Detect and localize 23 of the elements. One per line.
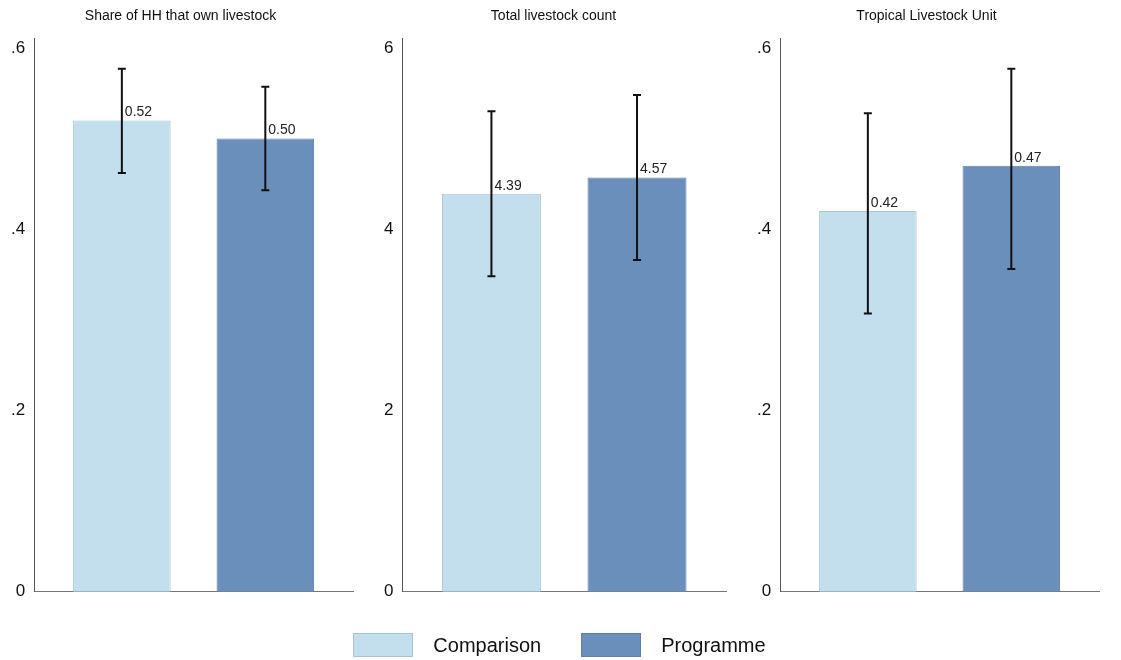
y-tick-label: .6 <box>10 37 26 57</box>
y-tick-label: .6 <box>756 37 772 57</box>
data-label: 0.52 <box>124 103 153 120</box>
legend-label: Programme <box>661 633 766 657</box>
data-label: 4.39 <box>494 176 522 193</box>
chart-title: Total livestock count <box>490 7 617 24</box>
data-label: 0.47 <box>1014 148 1042 165</box>
y-tick-label: 4 <box>383 218 394 238</box>
y-tick-label: 0 <box>761 581 772 601</box>
y-tick-label: .4 <box>756 218 772 238</box>
data-label: 0.50 <box>268 121 296 138</box>
y-tick-label: 0 <box>15 581 26 601</box>
chart-title: Tropical Livestock Unit <box>856 7 997 24</box>
data-label: 0.42 <box>870 193 899 210</box>
y-tick-label: 0 <box>383 581 394 601</box>
chart-title: Share of HH that own livestock <box>84 7 278 24</box>
y-tick-label: .2 <box>756 400 772 420</box>
y-tick-label: 2 <box>383 400 394 420</box>
y-tick-label: .2 <box>10 400 26 420</box>
legend-label: Comparison <box>433 633 542 657</box>
data-label: 4.57 <box>640 160 668 177</box>
y-tick-label: 6 <box>383 37 394 57</box>
y-tick-label: .4 <box>10 218 26 238</box>
